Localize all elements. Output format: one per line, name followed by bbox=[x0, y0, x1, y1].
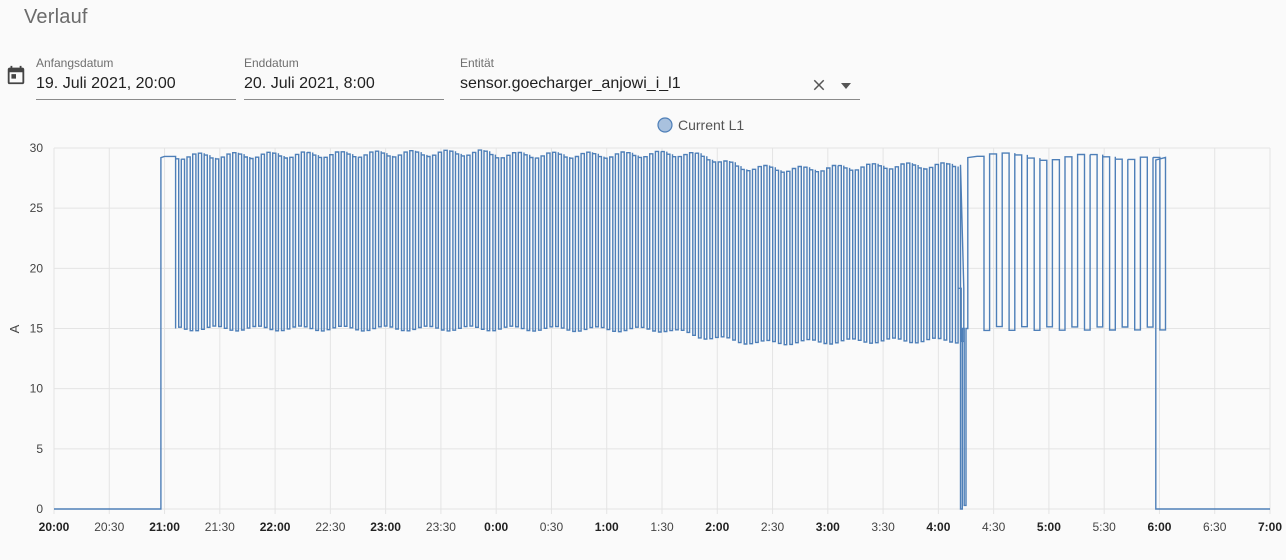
y-axis-label: A bbox=[7, 324, 22, 333]
entity-label: Entität bbox=[460, 56, 495, 70]
legend[interactable]: Current L1 bbox=[657, 117, 744, 133]
x-tick-label: 4:00 bbox=[926, 520, 950, 534]
y-tick-label: 10 bbox=[30, 382, 44, 396]
start-date-field[interactable]: Anfangsdatum 19. Juli 2021, 20:00 bbox=[36, 56, 236, 100]
x-tick-label: 21:00 bbox=[149, 520, 180, 534]
x-tick-label: 23:30 bbox=[426, 520, 456, 534]
start-date-value[interactable]: 19. Juli 2021, 20:00 bbox=[36, 75, 176, 92]
end-date-value[interactable]: 20. Juli 2021, 8:00 bbox=[244, 75, 375, 92]
x-tick-label: 6:30 bbox=[1203, 520, 1227, 534]
y-tick-label: 0 bbox=[36, 502, 43, 516]
x-tick-label: 3:00 bbox=[816, 520, 840, 534]
x-tick-label: 7:00 bbox=[1258, 520, 1282, 534]
y-tick-label: 15 bbox=[30, 322, 44, 336]
series-line-current-l1 bbox=[54, 149, 1270, 510]
x-axis: 20:00 20:30 21:00 21:30 22:00 22:30 23:00 23:30… bbox=[39, 520, 1283, 534]
chart-grid bbox=[53, 147, 1271, 514]
x-tick-label: 4:30 bbox=[982, 520, 1006, 534]
calendar-icon[interactable] bbox=[5, 64, 27, 86]
x-tick-label: 1:30 bbox=[650, 520, 674, 534]
x-tick-label: 0:30 bbox=[540, 520, 564, 534]
end-date-field[interactable]: Enddatum 20. Juli 2021, 8:00 bbox=[244, 56, 444, 100]
x-tick-label: 22:00 bbox=[260, 520, 291, 534]
x-tick-label: 2:00 bbox=[705, 520, 729, 534]
start-date-label: Anfangsdatum bbox=[36, 56, 114, 70]
x-tick-label: 5:30 bbox=[1093, 520, 1117, 534]
y-tick-label: 25 bbox=[30, 201, 44, 215]
y-tick-label: 5 bbox=[36, 442, 43, 456]
history-chart: 0 5 10 15 20 25 30 20:00 20:30 21:00 21:30 22:00 22… bbox=[7, 117, 1283, 534]
x-tick-label: 6:00 bbox=[1147, 520, 1171, 534]
entity-picker[interactable]: Entität sensor.goecharger_anjowi_i_l1 bbox=[460, 56, 860, 100]
y-axis: 0 5 10 15 20 25 30 bbox=[30, 141, 44, 516]
caret-down-icon[interactable] bbox=[840, 82, 852, 90]
page-title: Verlauf bbox=[24, 6, 88, 28]
y-tick-label: 30 bbox=[30, 141, 44, 155]
x-tick-label: 0:00 bbox=[484, 520, 508, 534]
y-tick-label: 20 bbox=[30, 261, 44, 275]
legend-entry[interactable]: Current L1 bbox=[678, 117, 744, 133]
x-tick-label: 21:30 bbox=[205, 520, 235, 534]
x-tick-label: 22:30 bbox=[315, 520, 345, 534]
x-tick-label: 20:00 bbox=[39, 520, 70, 534]
legend-marker bbox=[657, 117, 673, 133]
close-icon[interactable] bbox=[810, 76, 828, 94]
entity-input[interactable]: sensor.goecharger_anjowi_i_l1 bbox=[460, 75, 681, 92]
x-tick-label: 5:00 bbox=[1037, 520, 1061, 534]
x-tick-label: 1:00 bbox=[595, 520, 619, 534]
x-tick-label: 3:30 bbox=[871, 520, 895, 534]
x-tick-label: 20:30 bbox=[94, 520, 124, 534]
x-tick-label: 2:30 bbox=[761, 520, 785, 534]
end-date-label: Enddatum bbox=[244, 56, 299, 70]
x-tick-label: 23:00 bbox=[370, 520, 401, 534]
